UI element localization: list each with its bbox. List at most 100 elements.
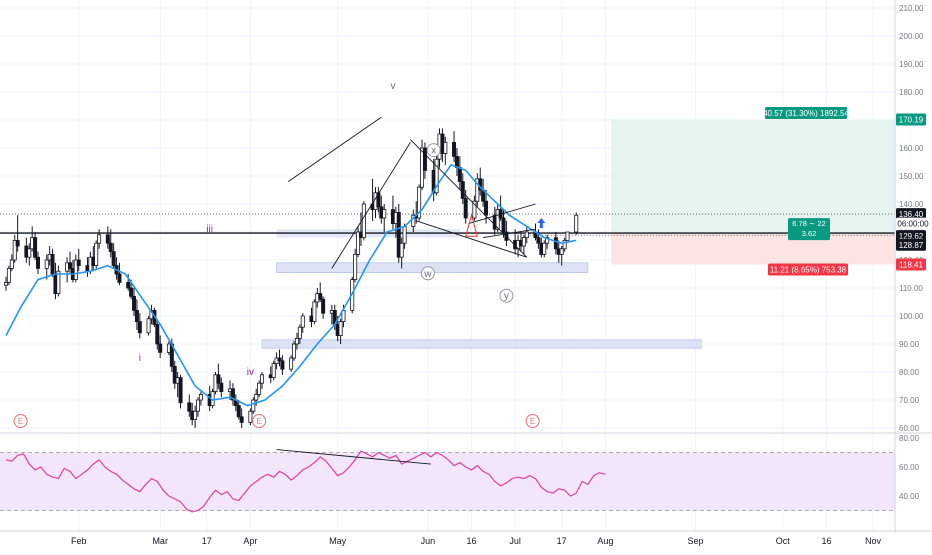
wave-label-w: w [423, 269, 432, 280]
candle-body [565, 231, 570, 241]
candle-body [434, 158, 439, 194]
candle-body [33, 237, 38, 258]
price-tick-label: 80.00 [899, 368, 920, 377]
price-tick-label: 100.00 [899, 312, 924, 321]
candle-body [132, 295, 137, 311]
candle-body [108, 242, 113, 252]
time-tick-label: Jun [421, 536, 436, 546]
candle-body [463, 197, 468, 219]
candle-body [260, 374, 265, 384]
candle-body [56, 270, 61, 295]
rsi-tick-label: 60.00 [899, 463, 920, 472]
rsi-band [0, 452, 895, 511]
stop-price-badge: 118.41 [899, 260, 923, 269]
earnings-label: E [256, 417, 261, 426]
candle-body [501, 217, 506, 233]
candle-body [44, 259, 49, 269]
candle-body [68, 262, 73, 269]
rsi-tick-label: 80.00 [899, 434, 920, 443]
candle-body [559, 248, 564, 255]
candle-body [193, 410, 198, 421]
wedge-lower-line [416, 220, 527, 258]
candle-body [399, 242, 404, 258]
candle-body [178, 377, 183, 404]
candle-body [198, 393, 203, 401]
pattern-triangle-marker [465, 213, 478, 237]
candle-body [216, 374, 221, 384]
candle-body [361, 203, 366, 238]
wave-label-x-circle [426, 143, 441, 158]
candle-body [111, 251, 116, 267]
candle-body [239, 416, 244, 423]
candle-body [254, 393, 259, 401]
time-tick-label: 17 [202, 536, 212, 546]
candle-body [155, 323, 160, 345]
stop-stat-label: 11.21 (8.65%) 753.38 [770, 266, 847, 275]
candle-body [248, 410, 253, 423]
candle-body [353, 253, 358, 280]
ema-series [5, 163, 577, 407]
stop-level-badge-bg [896, 238, 926, 251]
stop-level-badge: 128.87 [899, 241, 924, 250]
stop-zone [611, 233, 895, 265]
stop-price-badge-bg [896, 258, 926, 271]
candle-body [251, 399, 256, 412]
candle-body [545, 237, 550, 244]
triangle-upper-line [468, 203, 536, 225]
time-tick-label: Jul [509, 536, 521, 546]
candle-body [76, 259, 81, 266]
candle-body [422, 147, 427, 171]
candle-body [280, 360, 285, 370]
wave-label-x: x [431, 146, 436, 157]
candle-body [4, 281, 9, 286]
candle-body [417, 186, 422, 219]
candle-body [73, 259, 78, 281]
price-tick-label: 160.00 [899, 144, 924, 153]
candle-body [94, 242, 99, 266]
earnings-label: E [18, 417, 23, 426]
rsi-line [5, 450, 606, 513]
current-price-badge-bg [896, 208, 926, 221]
target-stat-label-bg [765, 107, 847, 119]
candle-body [271, 363, 276, 379]
time-tick-label: 16 [821, 536, 831, 546]
candle-body [6, 267, 11, 283]
risk-reward-bg [788, 218, 830, 241]
candle-body [297, 326, 302, 339]
candle-body [187, 402, 192, 412]
candle-body [15, 239, 20, 247]
candle-body [443, 141, 448, 154]
time-tick-label: Feb [71, 536, 87, 546]
candle-body [382, 209, 387, 219]
time-tick-label: Aug [597, 536, 613, 546]
wave-label-iii: iii [206, 224, 213, 235]
risk-reward-label: 6.78 ∼ 22 [792, 219, 825, 228]
support-zone-lower [261, 339, 702, 349]
candle-body [196, 399, 201, 412]
ema-line [5, 163, 577, 407]
wave-label-w-circle [420, 266, 435, 281]
candle-body [146, 318, 151, 334]
earnings-marker [252, 414, 267, 428]
time-tick-label: Oct [776, 536, 791, 546]
candle-body [257, 382, 262, 395]
time-tick-label: May [329, 536, 347, 546]
candle-body [36, 256, 41, 269]
candle-body [411, 214, 416, 227]
candle-body [312, 301, 317, 323]
price-tick-label: 210.00 [899, 4, 924, 13]
price-tick-label: 200.00 [899, 32, 924, 41]
earnings-marker [525, 414, 540, 428]
time-tick-label: Nov [865, 536, 882, 546]
candle-body [457, 167, 462, 183]
wave-label-i: i [139, 353, 141, 364]
candle-body [97, 234, 102, 244]
price-tick-label: 60.00 [899, 424, 920, 433]
price-tick-label: 110.00 [899, 284, 923, 293]
candle-body [230, 388, 235, 401]
candle-body [402, 225, 407, 244]
countdown-badge-bg [896, 217, 930, 230]
